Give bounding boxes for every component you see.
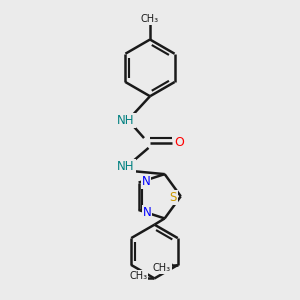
Text: CH₃: CH₃: [153, 263, 171, 273]
Text: N: N: [142, 206, 152, 219]
Text: NH: NH: [117, 160, 135, 173]
Text: O: O: [174, 136, 184, 149]
Text: CH₃: CH₃: [130, 271, 148, 281]
Text: NH: NH: [117, 114, 135, 127]
Text: N: N: [142, 175, 151, 188]
Text: CH₃: CH₃: [141, 14, 159, 24]
Text: S: S: [169, 191, 177, 204]
